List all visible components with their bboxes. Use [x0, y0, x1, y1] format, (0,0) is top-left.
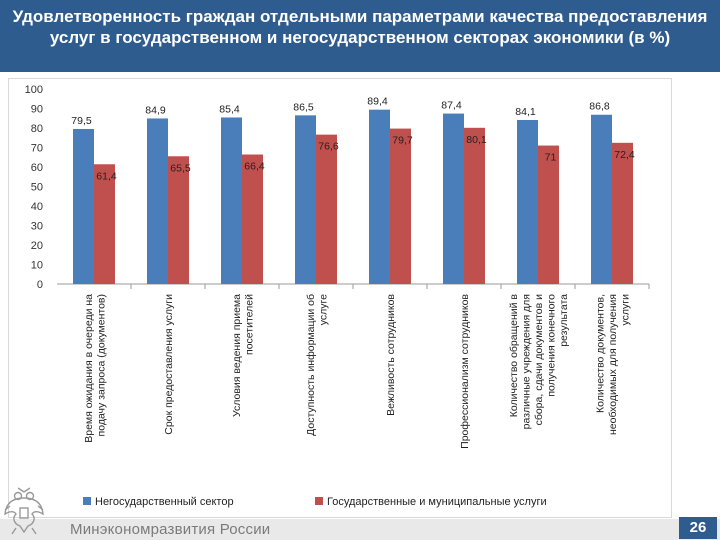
bar-gov	[94, 164, 115, 284]
y-tick-label: 100	[25, 84, 43, 96]
y-tick-label: 90	[31, 104, 43, 116]
legend-swatch-gov	[315, 497, 323, 505]
bar-nongov	[147, 118, 168, 284]
y-tick-label: 70	[31, 143, 43, 155]
x-tick-label: различные учреждения для	[521, 294, 533, 429]
bar-gov	[168, 156, 189, 284]
title-bar: Удовлетворенность граждан отдельными пар…	[0, 0, 720, 72]
x-tick-label: Количество документов,	[595, 294, 607, 413]
x-tick-label: сбора, сдачи документов и	[533, 294, 545, 426]
bar-gov	[390, 128, 411, 284]
data-label: 65,5	[170, 162, 191, 174]
bar-nongov	[591, 114, 612, 284]
y-tick-label: 40	[31, 201, 43, 213]
x-tick-label: Условия ведения приема	[231, 294, 243, 417]
data-label: 72,4	[614, 149, 635, 161]
bar-gov	[464, 127, 485, 285]
bar-gov	[316, 134, 337, 284]
legend-label: Государственные и муниципальные услуги	[327, 496, 547, 508]
bar-gov	[538, 145, 559, 284]
bar-gov	[242, 154, 263, 284]
x-tick-label: Профессионализм сотрудников	[459, 294, 471, 449]
y-tick-label: 10	[31, 260, 43, 272]
data-label: 71	[545, 152, 557, 164]
bar-nongov	[443, 113, 464, 284]
data-label: 86,5	[293, 101, 314, 113]
chart-frame: 0 10 20 30 40 50 60 70 80 90 100 79,5 61,4 Время ожид…	[8, 78, 672, 518]
footer-bar	[0, 519, 720, 540]
ministry-name: Минэкономразвития России	[70, 521, 271, 538]
x-tick-label: посетителей	[243, 294, 255, 355]
y-tick-label: 20	[31, 240, 43, 252]
x-tick-label: Время ожидания в очереди на	[83, 294, 95, 443]
x-tick-label: услуги	[620, 294, 632, 326]
data-label: 79,5	[71, 115, 92, 127]
data-label: 80,1	[466, 134, 487, 146]
legend-label: Негосударственный сектор	[95, 496, 234, 508]
x-tick-label: Доступность информации об	[305, 294, 317, 436]
data-label: 76,6	[318, 141, 339, 153]
y-tick-label: 30	[31, 221, 43, 233]
data-label: 86,8	[589, 101, 610, 113]
bar-nongov	[517, 120, 538, 284]
coat-of-arms-icon	[4, 487, 44, 535]
bar-nongov	[295, 115, 316, 284]
data-label: 66,4	[244, 161, 265, 173]
page-number: 26	[679, 517, 717, 539]
data-label: 89,4	[367, 96, 388, 108]
bar-gov	[612, 142, 633, 284]
data-label: 79,7	[392, 135, 413, 147]
data-label: 84,9	[145, 104, 166, 116]
data-label: 85,4	[219, 103, 240, 115]
y-tick-label: 50	[31, 182, 43, 194]
x-tick-label: необходимых для получения	[607, 294, 619, 435]
x-tick-label: получения конечного	[546, 294, 558, 397]
data-label: 84,1	[515, 106, 536, 118]
y-tick-label: 60	[31, 162, 43, 174]
y-tick-label: 0	[37, 279, 43, 291]
x-tick-label: услуге	[317, 294, 329, 325]
data-label: 61,4	[96, 170, 117, 182]
y-tick-label: 80	[31, 123, 43, 135]
bar-nongov	[221, 117, 242, 284]
x-tick-label: подачу запроса (документов)	[95, 294, 107, 436]
bar-nongov	[73, 128, 94, 284]
data-label: 87,4	[441, 100, 462, 112]
x-tick-label: результата	[558, 294, 570, 347]
x-tick-label: Срок предоставления услуги	[163, 294, 175, 435]
bar-nongov	[369, 109, 390, 284]
slide-title: Удовлетворенность граждан отдельными пар…	[12, 7, 708, 47]
legend-swatch-nongov	[83, 497, 91, 505]
x-tick-label: Вежливость сотрудников	[385, 294, 397, 416]
x-tick-label: Количество обращений в	[508, 294, 520, 418]
bar-chart: 0 10 20 30 40 50 60 70 80 90 100 79,5 61,4 Время ожид…	[25, 84, 650, 508]
